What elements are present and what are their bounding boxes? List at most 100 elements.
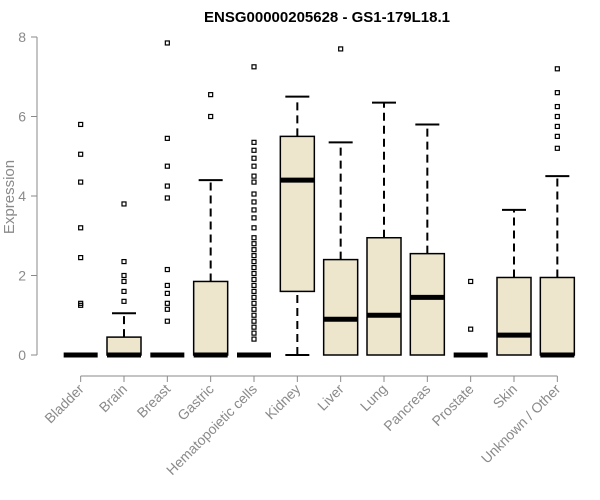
outlier-point — [78, 300, 84, 306]
outlier-point — [78, 121, 84, 128]
y-tick-label: 6 — [18, 109, 26, 125]
outlier-point — [251, 253, 257, 259]
x-tick-label: Breast — [134, 381, 174, 421]
outlier-point — [338, 46, 344, 52]
outlier-point — [554, 103, 560, 110]
outlier-point — [468, 326, 474, 332]
outlier-point — [251, 155, 257, 161]
box-iqr — [106, 336, 142, 356]
x-tick-label: Unknown / Other — [478, 381, 564, 467]
outlier-point — [251, 264, 257, 271]
outlier-point — [251, 64, 257, 70]
x-tick-label: Pancreas — [380, 381, 433, 434]
box-skin — [496, 208, 532, 356]
y-tick-label: 4 — [18, 188, 26, 204]
outlier-point — [251, 199, 257, 205]
outlier-point — [121, 278, 127, 285]
outlier-point — [164, 183, 170, 189]
outlier-point — [78, 179, 84, 185]
outlier-point — [78, 255, 84, 261]
outlier-point — [554, 90, 560, 96]
chart-title: ENSG00000205628 - GS1-179L18.1 — [204, 9, 450, 26]
box-liver — [322, 46, 359, 356]
outlier-point — [164, 306, 170, 312]
outlier-point — [554, 145, 560, 151]
outlier-point — [251, 336, 257, 342]
outlier-point — [554, 66, 560, 72]
outlier-point — [251, 241, 257, 247]
outlier-point — [251, 215, 257, 221]
outlier-point — [251, 139, 257, 145]
y-tick-label: 0 — [18, 347, 26, 363]
outlier-point — [164, 135, 170, 141]
outlier-point — [251, 173, 257, 179]
outlier-point — [251, 300, 257, 306]
outlier-point — [164, 195, 170, 201]
outlier-point — [251, 179, 257, 185]
box-brain — [106, 201, 142, 358]
outlier-point — [251, 306, 257, 312]
outlier-point — [164, 266, 170, 273]
outlier-point — [164, 40, 170, 46]
outlier-point — [251, 225, 257, 231]
y-axis-label: Expression — [1, 160, 18, 234]
box-iqr — [539, 276, 576, 356]
outlier-point — [164, 163, 170, 169]
outlier-point — [164, 300, 170, 306]
outlier-point — [164, 290, 170, 296]
outlier-point — [251, 330, 257, 336]
outlier-point — [554, 123, 560, 130]
x-tick-label: Brain — [96, 381, 130, 415]
outlier-point — [208, 92, 214, 98]
outlier-point — [121, 258, 127, 265]
box-unknown-other — [539, 66, 576, 358]
outlier-point — [251, 191, 257, 197]
y-tick-label: 2 — [18, 268, 26, 284]
outlier-point — [164, 282, 170, 289]
box-iqr — [192, 280, 229, 356]
box-breast — [150, 40, 185, 358]
outlier-point — [251, 276, 257, 283]
box-iqr — [409, 252, 446, 356]
outlier-point — [208, 113, 214, 120]
box-pancreas — [409, 123, 446, 356]
outlier-point — [121, 298, 127, 304]
x-tick-label: Prostate — [429, 381, 477, 429]
outlier-point — [468, 278, 474, 285]
x-tick-label: Liver — [314, 381, 347, 414]
box-iqr — [322, 258, 359, 356]
outlier-point — [251, 282, 257, 289]
outlier-point — [251, 294, 257, 300]
x-tick-label: Skin — [490, 381, 521, 412]
outlier-point — [554, 113, 560, 120]
boxes — [63, 40, 576, 358]
outlier-point — [554, 133, 560, 139]
outlier-point — [78, 151, 84, 157]
outlier-point — [251, 247, 257, 253]
outlier-point — [251, 324, 257, 330]
box-iqr — [496, 276, 532, 356]
box-kidney — [279, 95, 316, 356]
box-bladder — [63, 121, 98, 358]
box-hematopoietic-cells — [237, 64, 271, 358]
outlier-point — [121, 288, 127, 294]
outlier-point — [251, 318, 257, 324]
outlier-point — [251, 147, 257, 153]
x-tick-label: Bladder — [41, 381, 87, 427]
x-tick-label: Lung — [357, 381, 390, 414]
y-tick-label: 8 — [18, 29, 26, 45]
outlier-point — [121, 272, 127, 279]
box-lung — [366, 101, 402, 356]
outlier-point — [251, 270, 257, 277]
box-prostate — [453, 278, 488, 358]
outlier-point — [251, 207, 257, 213]
axes: 0 2 4 6 8 — [18, 29, 558, 382]
outlier-point — [121, 201, 127, 207]
outlier-point — [251, 235, 257, 241]
x-tick-label: Kidney — [262, 381, 304, 423]
box-iqr — [279, 135, 316, 293]
outlier-point — [251, 288, 257, 294]
outlier-point — [251, 312, 257, 318]
